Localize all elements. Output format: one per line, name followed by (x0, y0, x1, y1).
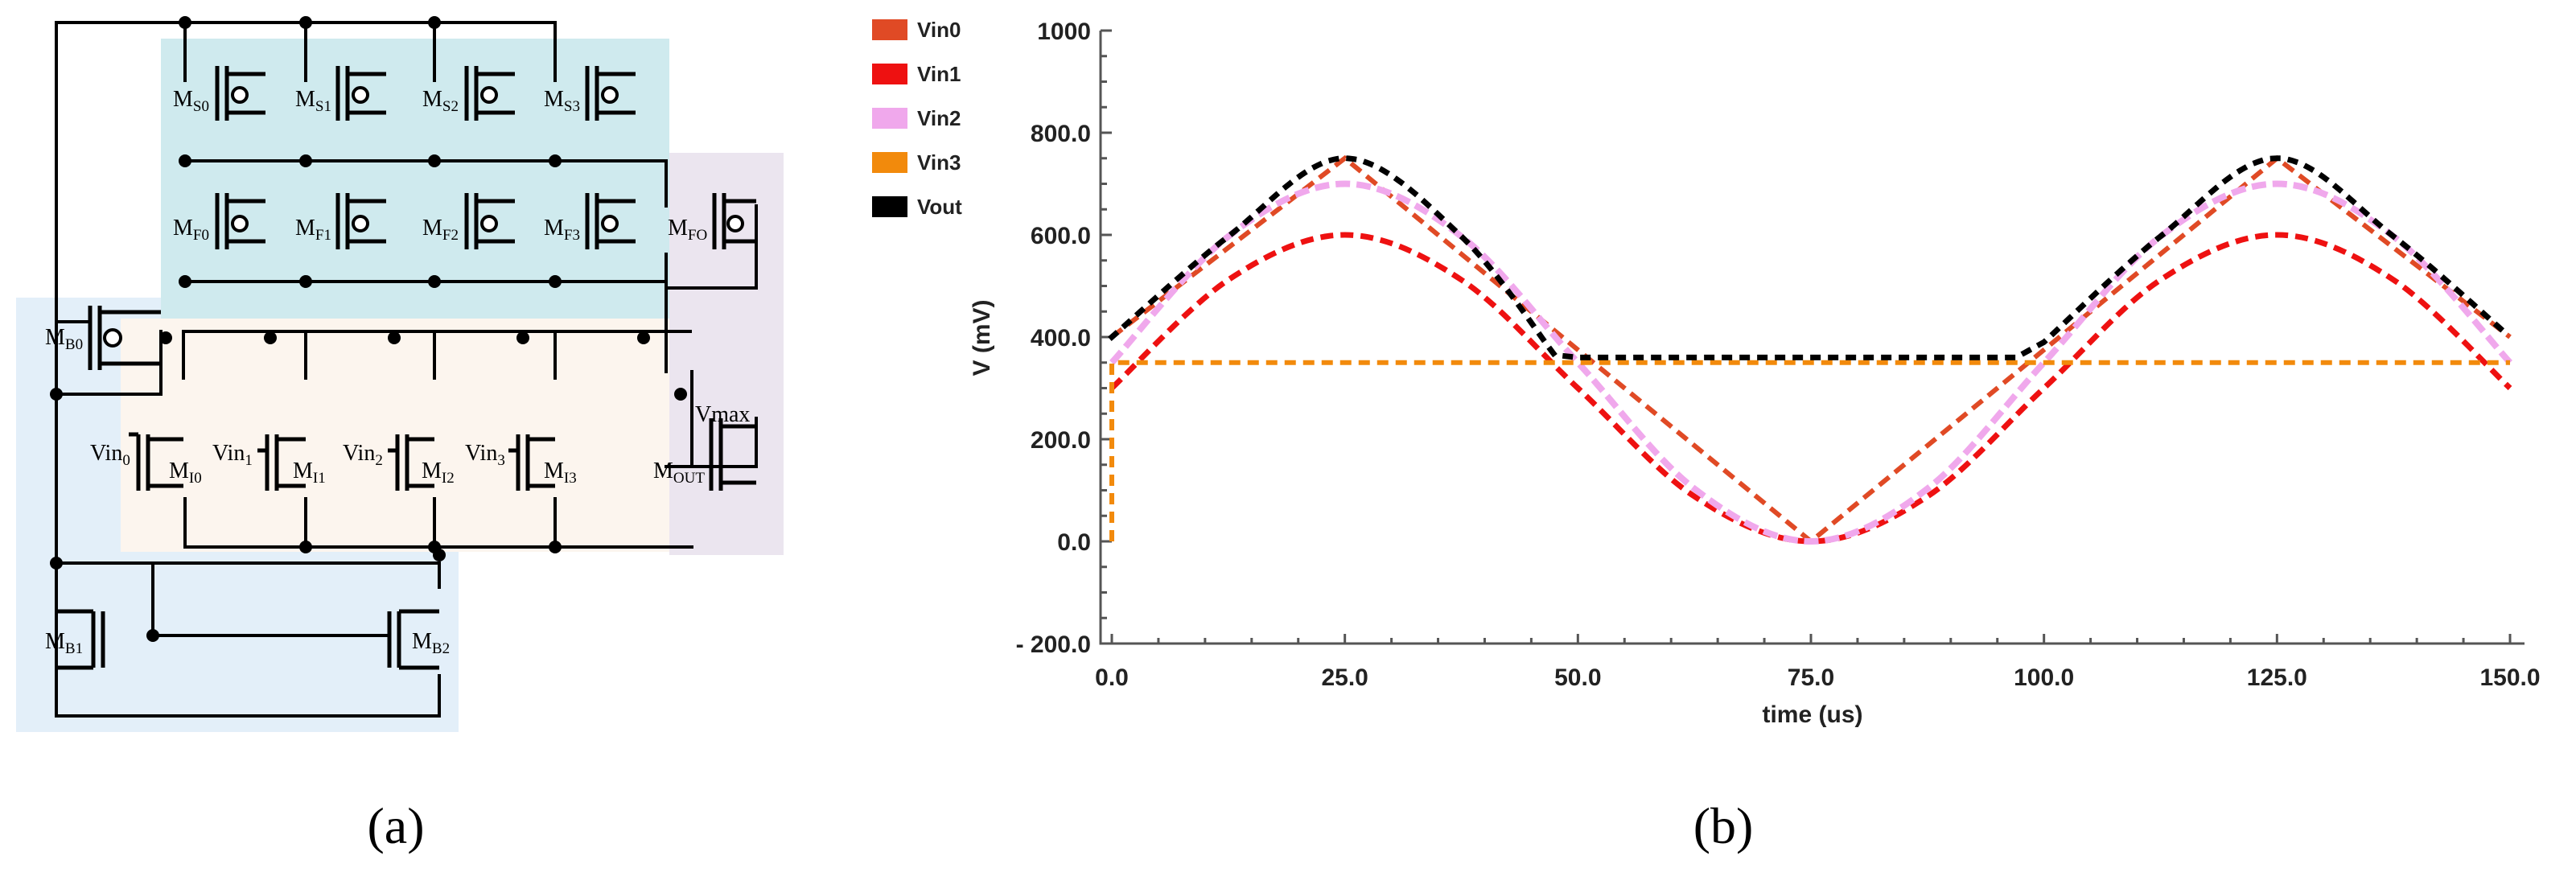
x-tick-label-0: 0.0 (1095, 664, 1129, 691)
axis-ticks (1101, 29, 2512, 645)
legend-label-vin3: Vin3 (917, 150, 961, 175)
label-mi0: MI0 (169, 459, 202, 487)
legend-swatch-vout (872, 196, 907, 217)
label-ms1: MS1 (295, 87, 331, 115)
mi-transistors (129, 418, 756, 491)
series-layer (1108, 154, 2514, 545)
cascade-buses (183, 159, 668, 283)
y-tick-label-800: 800.0 (1031, 121, 1091, 147)
junction-dots (50, 16, 687, 642)
x-tick-label-75: 75.0 (1788, 664, 1834, 691)
mf-transistors (215, 193, 756, 249)
legend-label-vin1: Vin1 (917, 62, 961, 86)
caption-a: (a) (367, 797, 424, 854)
transistor-labels: MS0 MS1 MS2 MS3 MF0 MF1 MF2 MF3 MFO MB0 … (45, 87, 707, 657)
label-ms3: MS3 (544, 87, 580, 115)
label-mf3: MF3 (544, 216, 580, 244)
output-branch (665, 159, 758, 468)
legend-swatch-vin2 (872, 108, 907, 129)
series-line-vout (1108, 155, 2514, 360)
x-tick-label-25: 25.0 (1321, 664, 1368, 691)
mb-mirror-transistors (56, 609, 439, 670)
x-tick-label-150: 150.0 (2479, 664, 2540, 691)
legend: Vin0 Vin1 Vin2 Vin3 Vout (872, 18, 962, 219)
series-line-vin2 (1109, 180, 2512, 545)
ms-transistors (215, 66, 636, 121)
label-mout: MOUT (653, 459, 705, 487)
label-vmax: Vmax (695, 402, 750, 427)
legend-label-vin0: Vin0 (917, 18, 961, 42)
label-vin3: Vin3 (465, 441, 505, 469)
ms-sources (183, 21, 557, 82)
legend-swatch-vin1 (872, 64, 907, 84)
label-mb1: MB1 (45, 629, 83, 657)
legend-label-vin2: Vin2 (917, 106, 961, 130)
output-region (669, 153, 784, 555)
label-vin0: Vin0 (90, 441, 130, 469)
label-mfo: MFO (668, 216, 707, 244)
axes (1099, 31, 2525, 645)
y-tick-label-neg200: - 200.0 (1016, 631, 1091, 658)
legend-swatch-vin0 (872, 19, 907, 40)
series-line-vin1 (1109, 232, 2512, 545)
label-ms0: MS0 (173, 87, 209, 115)
label-mf0: MF0 (173, 216, 209, 244)
mirror-region (161, 39, 669, 319)
series-line-vin3 (1109, 360, 2510, 541)
x-axis-title: time (us) (1762, 701, 1862, 728)
caption-b: (b) (1693, 797, 1754, 854)
label-mb2: MB2 (412, 629, 450, 657)
waveform-chart: Vin0 Vin1 Vin2 Vin3 Vout 1000 800.0 600.… (872, 18, 2541, 854)
input-labels: Vin0 Vin1 Vin2 Vin3 Vmax (90, 402, 750, 469)
y-tick-label-200: 200.0 (1031, 427, 1091, 454)
label-mf2: MF2 (422, 216, 459, 244)
label-mi1: MI1 (293, 459, 326, 487)
label-mb0: MB0 (45, 325, 83, 353)
circuit-diagram: MS0 MS1 MS2 MS3 MF0 MF1 MF2 MF3 MFO MB0 … (16, 16, 784, 854)
legend-swatch-vin3 (872, 152, 907, 173)
label-mi2: MI2 (422, 459, 455, 487)
y-axis-title: V (mV) (969, 299, 995, 376)
y-tick-label-0: 0.0 (1057, 529, 1091, 556)
legend-label-vout: Vout (917, 195, 962, 219)
y-tick-label-400: 400.0 (1031, 325, 1091, 352)
mb0-transistor (88, 306, 161, 370)
x-tick-label-100: 100.0 (2014, 664, 2074, 691)
bias-wires (55, 277, 441, 718)
tick-labels: 1000 800.0 600.0 400.0 200.0 0.0 - 200.0… (1016, 19, 2541, 691)
label-mf1: MF1 (295, 216, 331, 244)
y-tick-label-1000: 1000 (1037, 19, 1091, 45)
x-tick-label-50: 50.0 (1554, 664, 1601, 691)
label-vin2: Vin2 (343, 441, 383, 469)
label-mi3: MI3 (544, 459, 577, 487)
y-tick-label-600: 600.0 (1031, 223, 1091, 249)
x-tick-label-125: 125.0 (2247, 664, 2307, 691)
series-line-vin0 (1110, 154, 2512, 545)
label-vin1: Vin1 (212, 441, 253, 469)
label-ms2: MS2 (422, 87, 459, 115)
